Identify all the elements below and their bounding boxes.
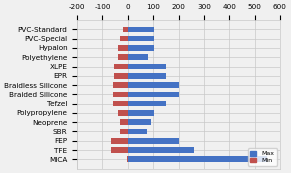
- Bar: [111, 147, 128, 153]
- Bar: [120, 129, 128, 134]
- Bar: [128, 73, 166, 79]
- Bar: [128, 54, 148, 60]
- Bar: [111, 138, 128, 144]
- Bar: [118, 54, 128, 60]
- Bar: [128, 92, 178, 97]
- Bar: [118, 45, 128, 51]
- Bar: [128, 101, 166, 106]
- Bar: [128, 110, 155, 116]
- Bar: [113, 92, 128, 97]
- Bar: [114, 73, 128, 79]
- Legend: Max, Min: Max, Min: [248, 148, 277, 166]
- Bar: [128, 64, 166, 69]
- Bar: [114, 64, 128, 69]
- Bar: [123, 27, 128, 32]
- Bar: [128, 82, 178, 88]
- Bar: [128, 129, 147, 134]
- Bar: [128, 147, 194, 153]
- Bar: [128, 138, 178, 144]
- Bar: [113, 101, 128, 106]
- Bar: [120, 119, 128, 125]
- Bar: [120, 36, 128, 42]
- Bar: [128, 36, 155, 42]
- Bar: [118, 110, 128, 116]
- Bar: [128, 27, 155, 32]
- Bar: [128, 119, 151, 125]
- Bar: [128, 157, 267, 162]
- Bar: [127, 157, 128, 162]
- Bar: [128, 45, 155, 51]
- Bar: [113, 82, 128, 88]
